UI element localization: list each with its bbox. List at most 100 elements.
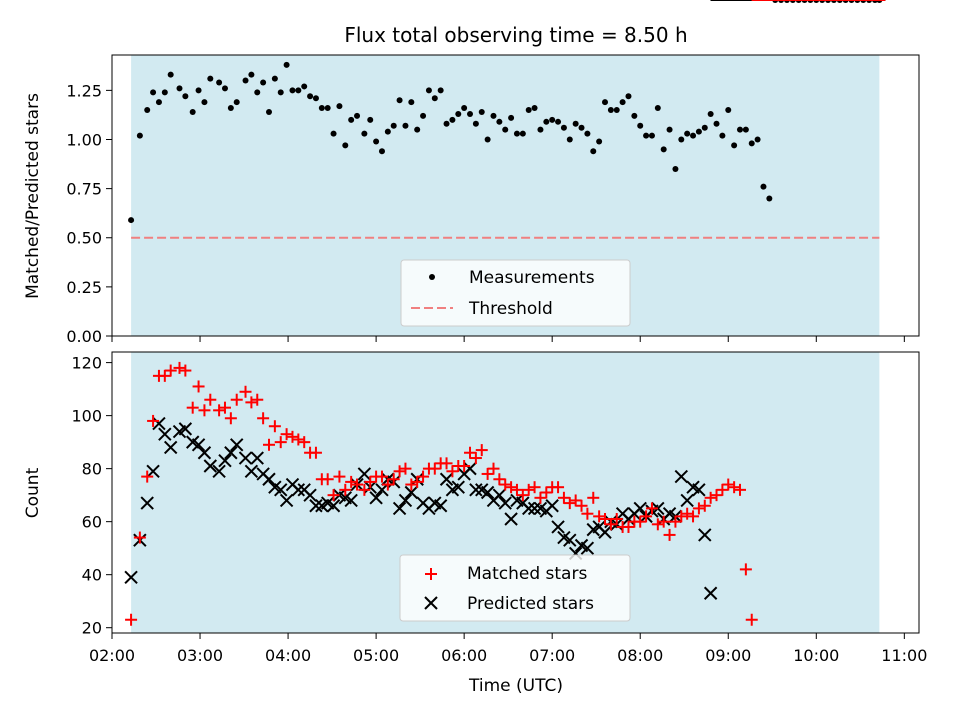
- predicted-star-point: [469, 483, 483, 497]
- measurement-point: [182, 93, 189, 100]
- y-tick-label: 0.75: [66, 180, 102, 199]
- measurement-point: [648, 132, 655, 139]
- x-tick-label: 08:00: [617, 646, 663, 665]
- matched-star-point: [133, 531, 146, 544]
- matched-star-point: [173, 361, 186, 374]
- x-tick-label: 04:00: [265, 646, 311, 665]
- predicted-star-point: [480, 485, 495, 500]
- measurement-point: [666, 126, 673, 133]
- measurement-point: [136, 132, 143, 139]
- predicted-star-point: [398, 493, 413, 508]
- matched-star-point: [575, 499, 588, 512]
- y-tick-label: 1.00: [66, 130, 102, 149]
- measurement-point: [760, 183, 767, 190]
- top-legend: Measurements Threshold: [400, 259, 631, 327]
- predicted-star-point: [698, 528, 712, 542]
- predicted-star-point: [463, 461, 477, 476]
- matched-star-point: [405, 478, 418, 491]
- matched-star-point: [375, 470, 388, 483]
- measurement-point: [519, 130, 526, 137]
- predicted-star-point: [197, 446, 212, 460]
- measurement-point: [713, 120, 720, 127]
- matched-star-point: [569, 494, 582, 507]
- top-legend-box: [400, 259, 631, 327]
- matched-star-point: [692, 502, 705, 515]
- predicted-star-point: [404, 485, 419, 500]
- measurement-point: [672, 165, 679, 172]
- matched-star-point: [722, 478, 735, 491]
- x-tick-label: 06:00: [441, 646, 487, 665]
- matched-star-point: [399, 462, 412, 475]
- measurement-point: [508, 114, 515, 121]
- predicted-star-point: [279, 493, 294, 508]
- measurement-point: [233, 99, 240, 106]
- predicted-star-point: [212, 464, 226, 478]
- matched-star-point: [339, 483, 352, 496]
- measurement-point: [766, 195, 773, 202]
- matched-star-point: [540, 486, 553, 499]
- measurement-point: [443, 120, 450, 127]
- predicted-star-point: [580, 541, 595, 555]
- predicted-star-point: [218, 453, 232, 468]
- predicted-star-point: [152, 416, 166, 431]
- measurement-point: [613, 107, 620, 114]
- bottom-y-axis-label: Count: [23, 467, 43, 518]
- measurement-point: [690, 132, 697, 139]
- measurement-point: [566, 136, 573, 143]
- measurement-point: [176, 85, 183, 92]
- matched-star-point: [381, 478, 394, 491]
- measurement-point: [289, 87, 296, 94]
- matched-star-point: [147, 414, 160, 427]
- predicted-star-point: [504, 512, 518, 526]
- predicted-star-point: [369, 491, 383, 505]
- matched-star-point: [358, 483, 371, 496]
- matched-star-point: [687, 510, 700, 523]
- measurement-point: [555, 118, 562, 125]
- chart-title: Flux total observing time = 8.50 h: [344, 23, 687, 47]
- matched-star-point: [224, 412, 237, 425]
- matched-star-point: [257, 412, 270, 425]
- measurement-point: [307, 93, 314, 100]
- measurement-point: [201, 99, 208, 106]
- matched-star-point: [387, 473, 400, 486]
- matched-star-point: [158, 369, 171, 382]
- predicted-star-point: [326, 499, 341, 513]
- legend-predicted-marker: [424, 596, 438, 610]
- matched-star-point: [681, 507, 694, 520]
- matched-star-point: [428, 462, 441, 475]
- measurement-point: [265, 108, 272, 115]
- matched-star-point: [469, 452, 482, 465]
- x-tick-label: 05:00: [353, 646, 399, 665]
- measurement-point: [295, 87, 302, 94]
- matched-star-point: [192, 380, 205, 393]
- matched-star-point: [552, 481, 565, 494]
- measurement-point: [167, 71, 174, 78]
- measurement-point: [596, 138, 603, 145]
- measurement-point: [260, 79, 267, 86]
- matched-star-point: [351, 478, 364, 491]
- matched-star-point: [164, 364, 177, 377]
- y-tick-label: 80: [82, 460, 102, 479]
- measurement-point: [725, 107, 732, 114]
- measurement-point: [312, 95, 319, 102]
- predicted-star-point: [140, 496, 154, 510]
- matched-star-point: [475, 444, 488, 457]
- bottom-y-ticks: 20 40 60 80 100 120: [71, 354, 112, 638]
- measurement-point: [390, 122, 397, 129]
- y-tick-label: 0.00: [66, 327, 102, 346]
- measurement-point: [348, 116, 355, 123]
- matched-star-point: [563, 497, 576, 510]
- x-axis-label: Time (UTC): [468, 676, 563, 696]
- measurement-point: [402, 122, 409, 129]
- matched-star-point: [640, 510, 653, 523]
- predicted-star-point: [692, 483, 706, 497]
- matched-star-point: [481, 467, 494, 480]
- measurement-point: [719, 132, 726, 139]
- predicted-star-point: [551, 520, 565, 534]
- predicted-star-point: [203, 459, 218, 473]
- matched-star-point: [728, 481, 741, 494]
- measurement-point: [625, 93, 632, 100]
- predicted-star-point: [178, 422, 193, 436]
- measurement-point: [707, 110, 714, 117]
